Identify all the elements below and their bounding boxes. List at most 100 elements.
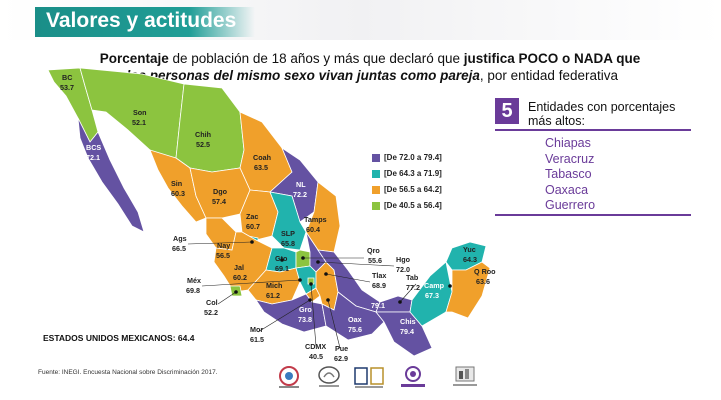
- label-pue-abbr: Pue: [335, 344, 348, 353]
- legend-label: [De 40.5 a 56.4]: [384, 201, 442, 210]
- label-col-abbr: Col: [206, 298, 218, 307]
- label-ver-abbr: Ver: [372, 291, 383, 300]
- label-tamps-value: 60.4: [306, 225, 320, 234]
- subtitle-part5: , por entidad federativa: [479, 68, 618, 83]
- legend-label: [De 56.5 a 64.2]: [384, 185, 442, 194]
- legend-row: [De 64.3 a 71.9]: [372, 166, 442, 181]
- label-mor-abbr: Mor: [250, 325, 263, 334]
- legend-row: [De 72.0 a 79.4]: [372, 150, 442, 165]
- top5-number-badge: 5: [495, 98, 519, 124]
- cndh-logo: [318, 366, 340, 387]
- label-bcs-abbr: BCS: [86, 143, 101, 152]
- legend-swatch: [372, 169, 380, 178]
- label-nl-abbr: NL: [296, 180, 306, 189]
- label-gro-abbr: Gro: [299, 305, 312, 314]
- label-slp-value: 65.8: [281, 239, 295, 248]
- label-tlax-value: 68.9: [372, 281, 386, 290]
- state-shape-chis: [375, 311, 433, 357]
- label-qroo-value: 63.6: [476, 277, 490, 286]
- label-slp-abbr: SLP: [281, 229, 295, 238]
- label-camp-value: 67.3: [425, 291, 439, 300]
- label-jal-abbr: Jal: [234, 263, 244, 272]
- top5-title: Entidades con porcentajes más altos:: [528, 100, 676, 128]
- header-bar: [35, 7, 255, 37]
- label-zac-value: 60.7: [246, 222, 260, 231]
- inegi-logo: [453, 366, 477, 386]
- label-chis-abbr: Chis: [400, 317, 416, 326]
- legend-label: [De 72.0 a 79.4]: [384, 153, 442, 162]
- label-hgo-value: 72.0: [396, 265, 410, 274]
- map-subtitle: Porcentaje de población de 18 años y más…: [90, 50, 650, 84]
- state-shape-sin: [149, 149, 207, 223]
- top5-item: Veracruz: [545, 151, 595, 166]
- label-son-abbr: Son: [133, 108, 147, 117]
- label-bc-abbr: BC: [62, 73, 72, 82]
- state-labels: BC 53.7 Son 52.1 Chih 52.5 BCS 72.1 Coah…: [60, 73, 496, 363]
- header-band: Valores y actitudes: [0, 0, 721, 40]
- top5-list: Chiapas Veracruz Tabasco Oaxaca Guerrero: [545, 136, 695, 214]
- label-nay-value: 56.5: [216, 251, 230, 260]
- label-gto-value: 69.1: [275, 264, 289, 273]
- label-leaders: [187, 241, 417, 349]
- label-chis-value: 79.4: [400, 327, 414, 336]
- label-yuc-value: 64.3: [463, 255, 477, 264]
- label-cdmx-abbr: CDMX: [305, 342, 326, 351]
- source-note: Fuente: INEGI. Encuesta Nacional sobre D…: [38, 369, 218, 376]
- label-cdmx-value: 40.5: [309, 352, 323, 361]
- label-chih-abbr: Chih: [195, 130, 211, 139]
- legend-swatch: [372, 201, 380, 210]
- label-sin-abbr: Sin: [171, 179, 182, 188]
- label-col-value: 52.2: [204, 308, 218, 317]
- label-dgo-abbr: Dgo: [213, 187, 228, 196]
- label-dgo-value: 57.4: [212, 197, 226, 206]
- label-camp-abbr: Camp: [424, 281, 445, 290]
- state-shape-qroo: [445, 261, 491, 319]
- label-qro-value: 55.6: [368, 256, 382, 265]
- label-mich-value: 61.2: [266, 291, 280, 300]
- label-tlax-abbr: Tlax: [372, 271, 386, 280]
- subtitle-part1: Porcentaje: [99, 51, 169, 66]
- label-hgo-abbr: Hgo: [396, 255, 411, 264]
- subtitle-part4: dos personas del mismo sexo vivan juntas…: [122, 68, 480, 83]
- top5-item: Guerrero: [545, 198, 596, 212]
- label-ver-value: 79.1: [371, 301, 385, 310]
- label-zac-abbr: Zac: [246, 212, 258, 221]
- label-coah-abbr: Coah: [253, 153, 271, 162]
- subtitle-part2: de población de 18 años y más que declar…: [168, 51, 464, 66]
- national-total: ESTADOS UNIDOS MEXICANOS: 64.4: [43, 333, 195, 343]
- top5-item: Oaxaca: [545, 182, 589, 197]
- conacyt-logo: [401, 366, 425, 387]
- label-pue-value: 62.9: [334, 354, 348, 363]
- label-coah-value: 63.5: [254, 163, 268, 172]
- page-title: Valores y actitudes: [46, 9, 237, 32]
- label-yuc-abbr: Yuc: [463, 245, 476, 254]
- top5-divider-top: [495, 129, 691, 131]
- label-mex-abbr: Méx: [187, 276, 201, 285]
- label-nay-abbr: Nay: [217, 241, 230, 250]
- label-chih-value: 52.5: [196, 140, 210, 149]
- label-gro-value: 73.8: [298, 315, 312, 324]
- label-son-value: 52.1: [132, 118, 146, 127]
- label-ags-abbr: Ags: [173, 234, 187, 243]
- subtitle-part3: justifica POCO o NADA que: [463, 51, 641, 66]
- label-tab-abbr: Tab: [406, 273, 419, 282]
- label-nl-value: 72.2: [293, 190, 307, 199]
- legend-row: [De 56.5 a 64.2]: [372, 182, 442, 197]
- legend-swatch: [372, 185, 380, 194]
- map-legend: [De 72.0 a 79.4] [De 64.3 a 71.9] [De 56…: [372, 150, 442, 214]
- unam-logo: [354, 367, 384, 388]
- top5-item: Chiapas: [545, 136, 591, 150]
- legend-label: [De 64.3 a 71.9]: [384, 169, 442, 178]
- top5-item: Tabasco: [545, 167, 592, 181]
- state-shape-bcs: [77, 117, 145, 233]
- state-shape-chih: [175, 83, 245, 173]
- label-ags-value: 66.5: [172, 244, 186, 253]
- label-oax-value: 75.6: [348, 325, 362, 334]
- label-sin-value: 60.3: [171, 189, 185, 198]
- label-bc-value: 53.7: [60, 83, 74, 92]
- country-outline: [47, 67, 491, 357]
- label-tamps-abbr: Tamps: [304, 215, 327, 224]
- label-jal-value: 60.2: [233, 273, 247, 282]
- label-bcs-value: 72.1: [86, 153, 100, 162]
